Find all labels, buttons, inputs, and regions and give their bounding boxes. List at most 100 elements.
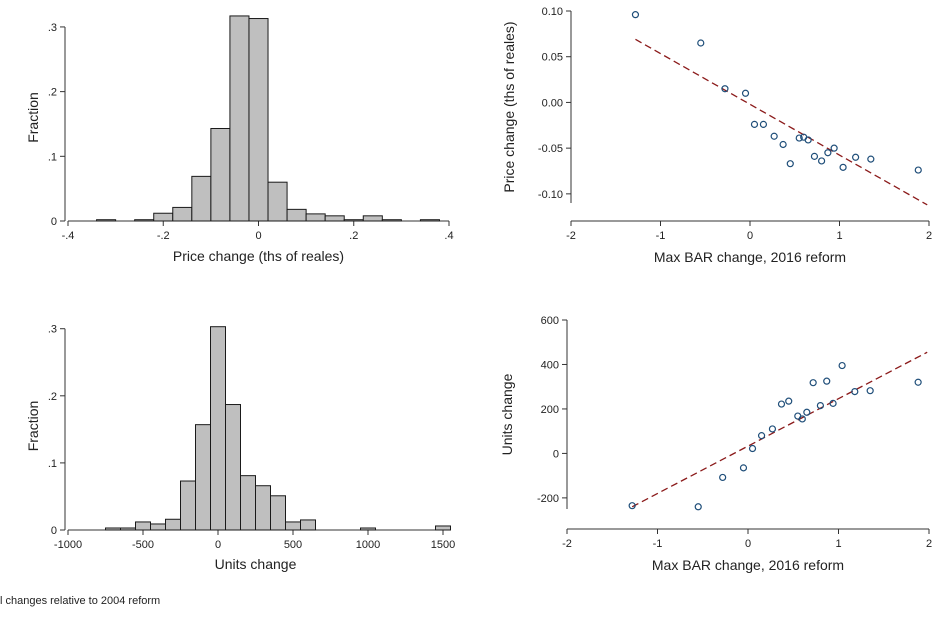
histogram-bar (150, 523, 166, 531)
histogram-bar (172, 206, 193, 222)
x-tick-label: 500 (284, 539, 302, 551)
scatter-point (852, 153, 860, 161)
scatter-point (798, 415, 806, 423)
histogram-bar (419, 219, 440, 222)
x-tick-label: -2 (562, 538, 572, 550)
histogram-bar (210, 326, 226, 531)
x-tick-label: -1 (653, 538, 663, 550)
y-tick-label: .3 (48, 324, 57, 336)
histogram-bar (135, 521, 151, 531)
scatter-point (748, 444, 757, 453)
y-tick-label: 200 (541, 404, 559, 416)
scatter-point (721, 85, 729, 93)
histogram-bar (229, 15, 250, 222)
histogram-bar (248, 18, 269, 222)
scatter-point (866, 387, 874, 395)
y-tick-label: -0.10 (538, 189, 563, 201)
scatter-point (694, 503, 702, 511)
x-axis-title: Units change (215, 556, 297, 572)
units-change-histogram: -1000 -500 0 500 1000 1500 0 .1 .2 .3 Units change… (25, 324, 455, 572)
scatter-point (803, 408, 811, 416)
x-tick-label: 0 (747, 230, 753, 242)
x-axis-title: Price change (ths of reales) (173, 248, 344, 264)
scatter-point (777, 400, 786, 408)
histogram-bar (134, 219, 155, 222)
y-axis-title: Fraction (25, 92, 41, 143)
x-tick-label: -2 (566, 230, 576, 242)
histogram-bar (286, 208, 307, 222)
histogram-bar (267, 181, 288, 222)
units-change-scatter: -2 -1 0 1 2 -200 0 200 400 600 Max BAR change, 201… (499, 315, 932, 573)
scatter-point (829, 399, 837, 407)
y-tick-label: 0 (51, 216, 57, 228)
y-tick-label: .2 (48, 87, 57, 99)
scatter-point (779, 140, 787, 149)
y-tick-label: .3 (48, 22, 57, 34)
scatter-point (839, 163, 847, 171)
scatter-point (824, 149, 832, 157)
scatter-point (795, 134, 803, 142)
scatter-point (786, 160, 794, 168)
x-tick-label: 0 (255, 230, 261, 242)
histogram-bar (96, 219, 117, 222)
histogram-bar (195, 424, 211, 531)
scatter-point (628, 502, 636, 510)
y-tick-label: 0.00 (542, 97, 563, 109)
scatter-point (741, 89, 750, 97)
scatter-point (809, 379, 817, 387)
scatter-point (750, 120, 759, 128)
scatter-point (719, 473, 727, 482)
fitted-line (631, 351, 928, 508)
scatter-point (697, 39, 705, 47)
fitted-line (635, 38, 928, 206)
histogram-bar (153, 212, 174, 222)
x-tick-label: 0 (745, 538, 751, 550)
y-tick-label: 0 (51, 525, 57, 537)
y-axis-title: Price change (ths of reales) (501, 21, 517, 192)
y-tick-label: 400 (541, 359, 559, 371)
x-tick-label: .2 (349, 230, 358, 242)
histogram-bar (285, 521, 301, 531)
x-tick-label: .4 (444, 230, 453, 242)
y-tick-label: -200 (537, 493, 559, 505)
histogram-bar (225, 404, 241, 531)
y-tick-label: 0 (553, 448, 559, 460)
histogram-bar (360, 527, 376, 531)
y-tick-label: 0.10 (542, 6, 563, 18)
histogram-bar (191, 175, 212, 222)
x-axis-title: Max BAR change, 2016 reform (654, 249, 846, 265)
scatter-point (757, 432, 766, 440)
scatter-point (914, 378, 922, 386)
histogram-bar (343, 219, 364, 222)
scatter-point (739, 464, 748, 472)
scatter-point (823, 377, 831, 385)
footnote: l changes relative to 2004 reform (0, 595, 160, 607)
x-tick-label: -1000 (54, 539, 82, 551)
scatter-point (770, 132, 778, 140)
x-tick-label: 0 (215, 539, 221, 551)
histogram-bar (180, 480, 196, 531)
x-tick-label: -500 (132, 539, 154, 551)
scatter-point (830, 144, 838, 152)
x-tick-label: 1500 (431, 539, 455, 551)
scatter-point (810, 152, 819, 160)
x-tick-label: 1 (835, 538, 841, 550)
x-tick-label: 1 (836, 230, 842, 242)
scatter-point (759, 120, 768, 128)
histogram-bar (300, 519, 316, 531)
x-tick-label: -.2 (157, 230, 170, 242)
x-tick-label: -1 (656, 230, 666, 242)
histogram-bar (120, 527, 136, 531)
scatter-point (851, 387, 859, 396)
y-tick-label: 600 (541, 315, 559, 327)
histogram-bar (165, 518, 181, 531)
scatter-point (914, 166, 922, 174)
y-axis-title: Fraction (25, 401, 41, 452)
histogram-bar (381, 219, 402, 222)
x-tick-label: 1000 (356, 539, 380, 551)
x-tick-label: 2 (926, 230, 932, 242)
scatter-point (631, 11, 640, 19)
scatter-point (768, 425, 777, 433)
y-tick-label: .2 (48, 391, 57, 403)
scatter-point (817, 157, 826, 165)
